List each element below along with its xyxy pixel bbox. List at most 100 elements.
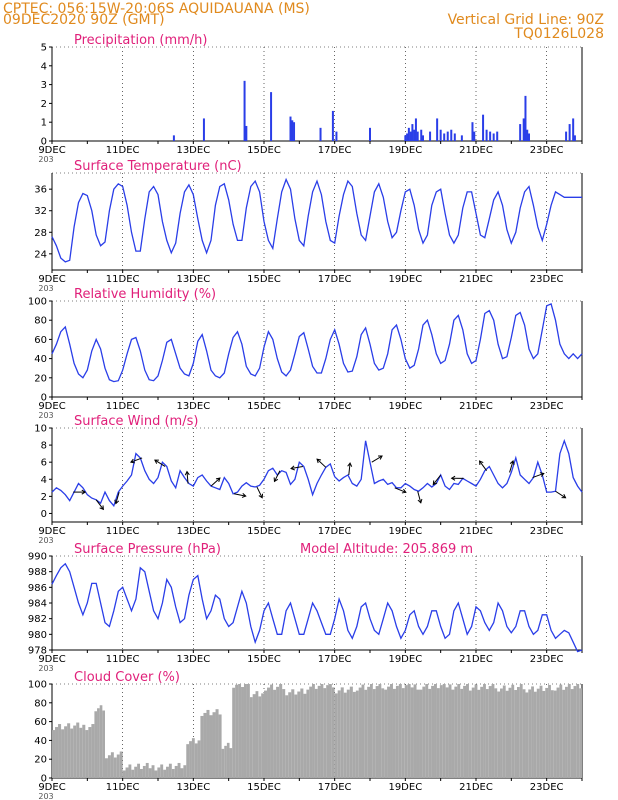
cloud-bar	[343, 692, 347, 778]
wind-arrow	[394, 487, 407, 493]
cloud-bar	[252, 694, 256, 778]
cloud-bar	[485, 689, 489, 778]
cloud-bar	[514, 690, 517, 778]
cloud-bar	[215, 709, 219, 778]
wind-arrow-head	[432, 480, 438, 486]
cloud-bar	[154, 770, 158, 778]
x-tick-label: 21DEC	[459, 274, 493, 285]
series-line	[51, 177, 582, 263]
wind-arrow-head	[347, 462, 353, 467]
cloud-bar	[82, 724, 86, 778]
cloud-bar	[212, 712, 216, 778]
cloud-bar	[189, 741, 192, 778]
wind-arrow-head	[417, 498, 423, 504]
y-tick-label: 980	[28, 630, 47, 641]
cloud-bar	[91, 724, 95, 778]
cloud-bar	[246, 684, 250, 778]
cloud-bar	[85, 730, 89, 778]
cloud-bar	[94, 711, 98, 778]
cloud-bar	[428, 688, 432, 778]
cloud-bar	[525, 692, 529, 778]
cloud-bar	[306, 689, 310, 778]
cloud-bar	[128, 764, 132, 778]
wind-arrow	[130, 457, 143, 463]
cloud-bar	[64, 726, 68, 778]
cloud-bar	[229, 748, 233, 778]
cloud-bar	[384, 689, 388, 778]
precip-bar	[446, 131, 449, 141]
x-tick-label: 17DEC	[318, 401, 352, 412]
y-tick-label: 5	[41, 43, 47, 54]
precip-bar	[245, 125, 248, 141]
cloud-bar	[340, 687, 344, 778]
x-tick-label: 11DEC	[106, 654, 140, 665]
wind-arrow-head	[290, 465, 295, 471]
cloud-bar	[76, 722, 80, 778]
cloud-bar	[370, 684, 373, 778]
wind-arrow-head	[316, 458, 322, 464]
cloud-bar	[320, 684, 324, 778]
cloud-bar	[105, 758, 108, 778]
cloud-bar	[200, 715, 204, 778]
cloud-bar	[401, 688, 405, 778]
cloud-bar	[562, 689, 566, 778]
cloud-bar	[58, 724, 62, 778]
cloud-bar	[548, 684, 551, 778]
cloud-bar	[579, 688, 582, 778]
y-tick-label: 40	[34, 354, 47, 365]
cloud-bar	[174, 765, 178, 778]
cloud-bar	[381, 688, 385, 778]
cloud-bar	[255, 691, 259, 778]
panel-6	[49, 683, 583, 781]
x-tick-label: 23DEC	[530, 782, 564, 793]
cloud-bar	[160, 764, 164, 778]
y-tick-label: 2	[41, 492, 47, 503]
x-tick-label: 19DEC	[388, 782, 422, 793]
x-tick-label: 13DEC	[176, 654, 210, 665]
cloud-bar	[70, 728, 74, 778]
precip-bar	[270, 92, 273, 141]
cloud-bar	[439, 685, 443, 778]
y-tick-label: 978	[28, 646, 47, 657]
cloud-bar	[203, 712, 207, 778]
y-tick-label: 1	[41, 118, 47, 129]
x-tick-label: 19DEC	[388, 526, 422, 537]
wind-arrow	[509, 460, 514, 473]
x-tick-label: 21DEC	[459, 526, 493, 537]
x-axis-cut-label: 203	[38, 536, 53, 545]
x-axis-cut-label: 203	[38, 155, 53, 164]
wind-arrow-head	[561, 493, 567, 499]
cloud-bar	[122, 770, 126, 778]
cloud-bar	[559, 684, 563, 778]
y-tick-label: 32	[34, 206, 47, 217]
cloud-bar	[378, 684, 382, 778]
y-tick-label: 100	[28, 297, 47, 308]
header-grid-line: Vertical Grid Line: 90Z	[447, 12, 604, 28]
wind-arrow-head	[215, 477, 221, 483]
wind-arrow-head	[99, 505, 104, 511]
precip-bar	[485, 129, 488, 141]
cloud-bar	[180, 768, 184, 778]
wind-arrow	[316, 458, 327, 468]
cloud-bar	[457, 684, 461, 778]
wind-arrow	[532, 472, 544, 479]
cloud-bar	[454, 686, 458, 778]
x-tick-label: 17DEC	[318, 782, 352, 793]
precip-bar	[411, 124, 414, 141]
x-tick-label: 23DEC	[530, 274, 564, 285]
cloud-bar	[477, 689, 481, 778]
header-date: 09DEC2020 90Z (GMT)	[3, 12, 165, 28]
wind-arrow	[154, 459, 166, 467]
cloud-bar	[163, 769, 167, 778]
x-tick-label: 11DEC	[106, 401, 140, 412]
cloud-bar	[387, 686, 391, 778]
panel-2	[49, 172, 583, 273]
wind-arrow-head	[81, 489, 87, 495]
cloud-bar	[102, 710, 105, 778]
cloud-bar	[516, 687, 520, 778]
x-tick-label: 15DEC	[247, 145, 281, 156]
cloud-bar	[116, 754, 120, 778]
wind-arrow	[274, 470, 281, 482]
cloud-bar	[157, 767, 161, 778]
cloud-bar	[99, 705, 103, 778]
